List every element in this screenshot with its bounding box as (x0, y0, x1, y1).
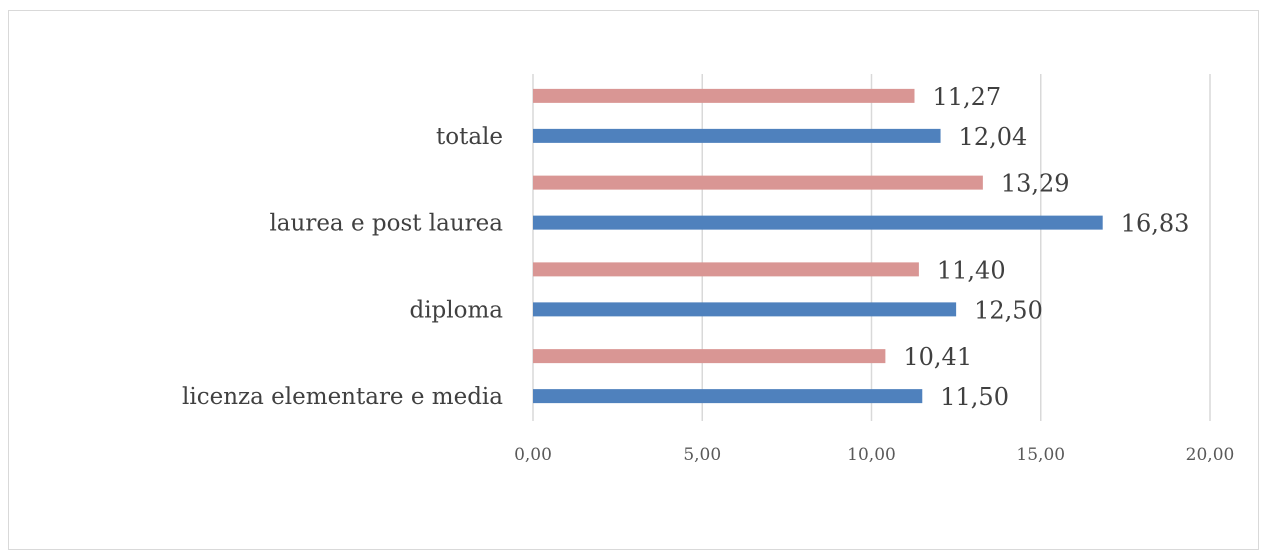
bar-series-1 (533, 302, 957, 317)
data-label: 16,83 (1121, 210, 1190, 238)
bar-series-2 (533, 175, 983, 190)
bar-series-2 (533, 262, 919, 277)
data-label: 13,29 (1001, 170, 1070, 198)
data-label: 11,40 (937, 256, 1006, 284)
bar-series-2 (533, 349, 886, 364)
bar-series-1 (533, 215, 1103, 230)
bar-series-2 (533, 88, 915, 103)
category-label: laurea e post laurea (269, 211, 503, 237)
category-label: licenza elementare e media (182, 384, 503, 410)
x-axis-tick-labels: 0,00 5,00 10,00 15,00 20,00 (514, 445, 1234, 465)
x-tick-label: 0,00 (514, 445, 552, 465)
gridlines (532, 74, 1211, 421)
data-label: 11,50 (940, 383, 1009, 411)
data-label: 11,27 (932, 83, 1001, 111)
bar-series-1 (533, 128, 941, 143)
category-labels: licenza elementare e media diploma laurea … (182, 124, 503, 410)
bars (533, 88, 1103, 404)
x-tick-label: 10,00 (847, 445, 896, 465)
bar-series-1 (533, 389, 923, 404)
x-tick-label: 15,00 (1016, 445, 1065, 465)
data-label: 12,04 (959, 123, 1028, 151)
category-label: diploma (409, 297, 503, 323)
category-label: totale (436, 124, 503, 150)
data-label: 12,50 (974, 296, 1043, 324)
x-tick-label: 5,00 (683, 445, 721, 465)
x-tick-label: 20,00 (1186, 445, 1235, 465)
data-label: 10,41 (903, 343, 972, 371)
